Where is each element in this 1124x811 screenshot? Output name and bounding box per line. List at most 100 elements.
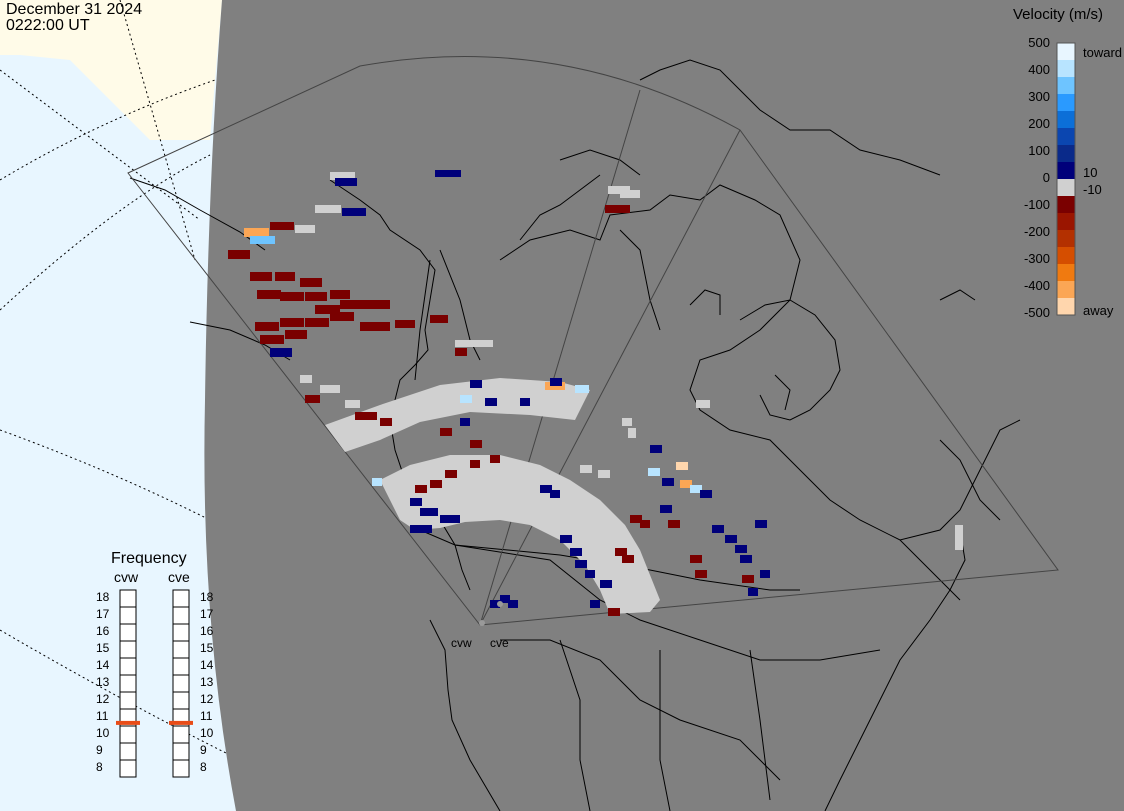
- frequency-level-box: [172, 623, 190, 642]
- colorbar-segment: [1057, 128, 1075, 146]
- velocity-cell: [305, 292, 327, 301]
- frequency-level-label-cvw: 14: [96, 658, 110, 672]
- velocity-cell: [305, 395, 320, 403]
- frequency-level-box: [119, 691, 137, 710]
- frequency-level-label-cve: 13: [200, 675, 214, 689]
- velocity-cell: [622, 418, 632, 426]
- velocity-cell: [700, 490, 712, 498]
- frequency-level-label-cvw: 16: [96, 624, 110, 638]
- frequency-level-box: [119, 623, 137, 642]
- frequency-level-box: [119, 589, 137, 608]
- velocity-cell: [485, 398, 497, 406]
- velocity-cell: [410, 498, 422, 506]
- coastline-segment: [500, 639, 781, 781]
- frequency-indicator: [169, 720, 193, 725]
- coastline-segment: [689, 289, 721, 315]
- velocity-cell: [435, 170, 461, 177]
- colorbar-tick-label: 300: [1028, 89, 1050, 104]
- frequency-level-label-cvw: 15: [96, 641, 110, 655]
- velocity-cell: [455, 348, 467, 356]
- colorbar-segment: [1057, 247, 1075, 265]
- velocity-cell: [315, 205, 341, 213]
- coastline-segment: [939, 289, 976, 301]
- colorbar-segment: [1057, 43, 1075, 61]
- velocity-cell: [420, 508, 438, 516]
- frequency-level-box: [172, 674, 190, 693]
- coastline-segment: [559, 149, 641, 176]
- velocity-cell: [280, 292, 304, 301]
- colorbar-segment: [1057, 298, 1075, 316]
- velocity-cell: [668, 520, 680, 528]
- velocity-cell: [650, 445, 662, 453]
- velocity-cell: [725, 535, 737, 543]
- velocity-cell: [260, 335, 284, 344]
- velocity-cell: [680, 480, 692, 488]
- velocity-cell: [295, 225, 315, 233]
- colorbar-tick-label: 0: [1042, 170, 1050, 185]
- coastline-segment: [499, 184, 1021, 541]
- velocity-cell: [400, 412, 410, 420]
- coastline-segment: [619, 229, 661, 331]
- velocity-cell: [257, 290, 281, 299]
- velocity-cell: [695, 570, 707, 578]
- velocity-cell: [648, 468, 660, 476]
- velocity-cell: [440, 428, 452, 436]
- velocity-cell: [605, 205, 630, 213]
- frequency-radar-cvw-label: cvw: [114, 569, 139, 585]
- colorbar-segments: [1057, 43, 1075, 316]
- velocity-cell: [735, 545, 747, 553]
- frequency-level-label-cvw: 10: [96, 726, 110, 740]
- inner-positive-label: 10: [1083, 165, 1098, 180]
- coastline-segment: [129, 177, 266, 251]
- frequency-level-label-cvw: 13: [96, 675, 110, 689]
- coastline-segment: [899, 539, 961, 601]
- frequency-level-label-cvw: 18: [96, 590, 110, 604]
- velocity-cell: [520, 398, 530, 406]
- frequency-level-box: [119, 674, 137, 693]
- coastline-segment: [739, 299, 841, 421]
- velocity-cell: [330, 312, 354, 321]
- colorbar-tick-label: -200: [1023, 224, 1050, 239]
- velocity-cell: [600, 580, 612, 588]
- frequency-level-label-cvw: 11: [96, 709, 109, 723]
- velocity-cell: [270, 348, 292, 357]
- frequency-level-label-cvw: 8: [96, 760, 103, 774]
- coastlines: [129, 59, 1021, 811]
- velocity-cell: [380, 418, 392, 426]
- radar-site-marker: [479, 620, 485, 626]
- velocity-cell: [490, 600, 500, 608]
- field-of-view-outlines: [127, 56, 1059, 626]
- coastline-segment: [824, 529, 966, 811]
- frequency-level-box: [172, 759, 190, 778]
- away-label: away: [1083, 303, 1114, 318]
- colorbar-segment: [1057, 162, 1075, 180]
- velocity-cell: [315, 305, 340, 314]
- frequency-level-box: [172, 691, 190, 710]
- velocity-cell: [550, 490, 560, 498]
- colorbar-segment: [1057, 111, 1075, 129]
- velocity-cell: [430, 315, 448, 323]
- velocity-cell: [598, 470, 610, 478]
- radar-site-marker: [497, 601, 503, 607]
- colorbar-tick-label: -300: [1023, 251, 1050, 266]
- velocity-cell: [755, 520, 767, 528]
- velocity-cell: [662, 478, 674, 486]
- frequency-level-box: [119, 759, 137, 778]
- velocity-cell: [585, 570, 595, 578]
- longitude-line: [119, 0, 196, 261]
- radar-site-markers: [479, 601, 503, 626]
- colorbar-segment: [1057, 145, 1075, 163]
- colorbar-segment: [1057, 264, 1075, 282]
- colorbar-segment: [1057, 213, 1075, 231]
- velocity-cell: [620, 190, 640, 198]
- ground-scatter-area: [325, 378, 590, 452]
- inner-negative-label: -10: [1083, 182, 1102, 197]
- frequency-level-label-cve: 16: [200, 624, 214, 638]
- velocity-cell: [640, 520, 650, 528]
- velocity-cell: [490, 455, 500, 463]
- colorbar-segment: [1057, 60, 1075, 78]
- frequency-level-box: [119, 725, 137, 744]
- velocity-cell: [372, 478, 382, 486]
- colorbar-tick-label: 400: [1028, 62, 1050, 77]
- colorbar-segment: [1057, 179, 1075, 197]
